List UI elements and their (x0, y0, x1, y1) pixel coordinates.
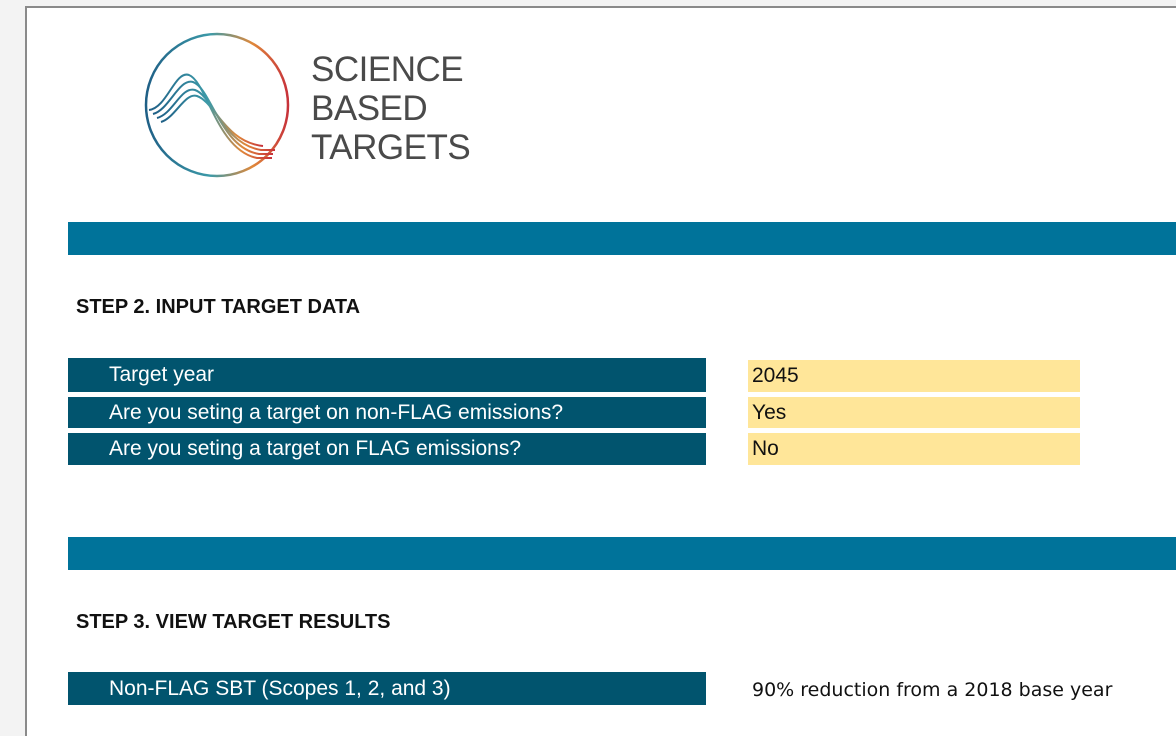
result-text: 90% reduction from a 2018 base year (752, 679, 1113, 701)
row-label: Non-FLAG SBT (Scopes 1, 2, and 3) (68, 672, 706, 705)
spreadsheet: SCIENCE BASED TARGETS STEP 2. INPUT TARG… (25, 6, 1176, 736)
section-heading: STEP 3. VIEW TARGET RESULTS (76, 611, 391, 633)
row-label: Target year (68, 358, 706, 392)
logo-line: BASED (311, 89, 428, 128)
logo-text: SCIENCE BASED TARGETS (311, 50, 471, 167)
input-cell[interactable]: No (748, 433, 1080, 465)
input-cell[interactable]: 2045 (748, 360, 1080, 392)
row-label: Are you seting a target on non-FLAG emis… (68, 397, 706, 428)
section-band (68, 537, 1176, 570)
logo-line: TARGETS (311, 128, 471, 167)
row-label: Are you seting a target on FLAG emission… (68, 433, 706, 465)
logo-line: SCIENCE (311, 50, 464, 89)
section-heading: STEP 2. INPUT TARGET DATA (76, 296, 361, 318)
section-band (68, 222, 1176, 255)
input-cell[interactable]: Yes (748, 397, 1080, 428)
logo-mark (144, 32, 290, 178)
